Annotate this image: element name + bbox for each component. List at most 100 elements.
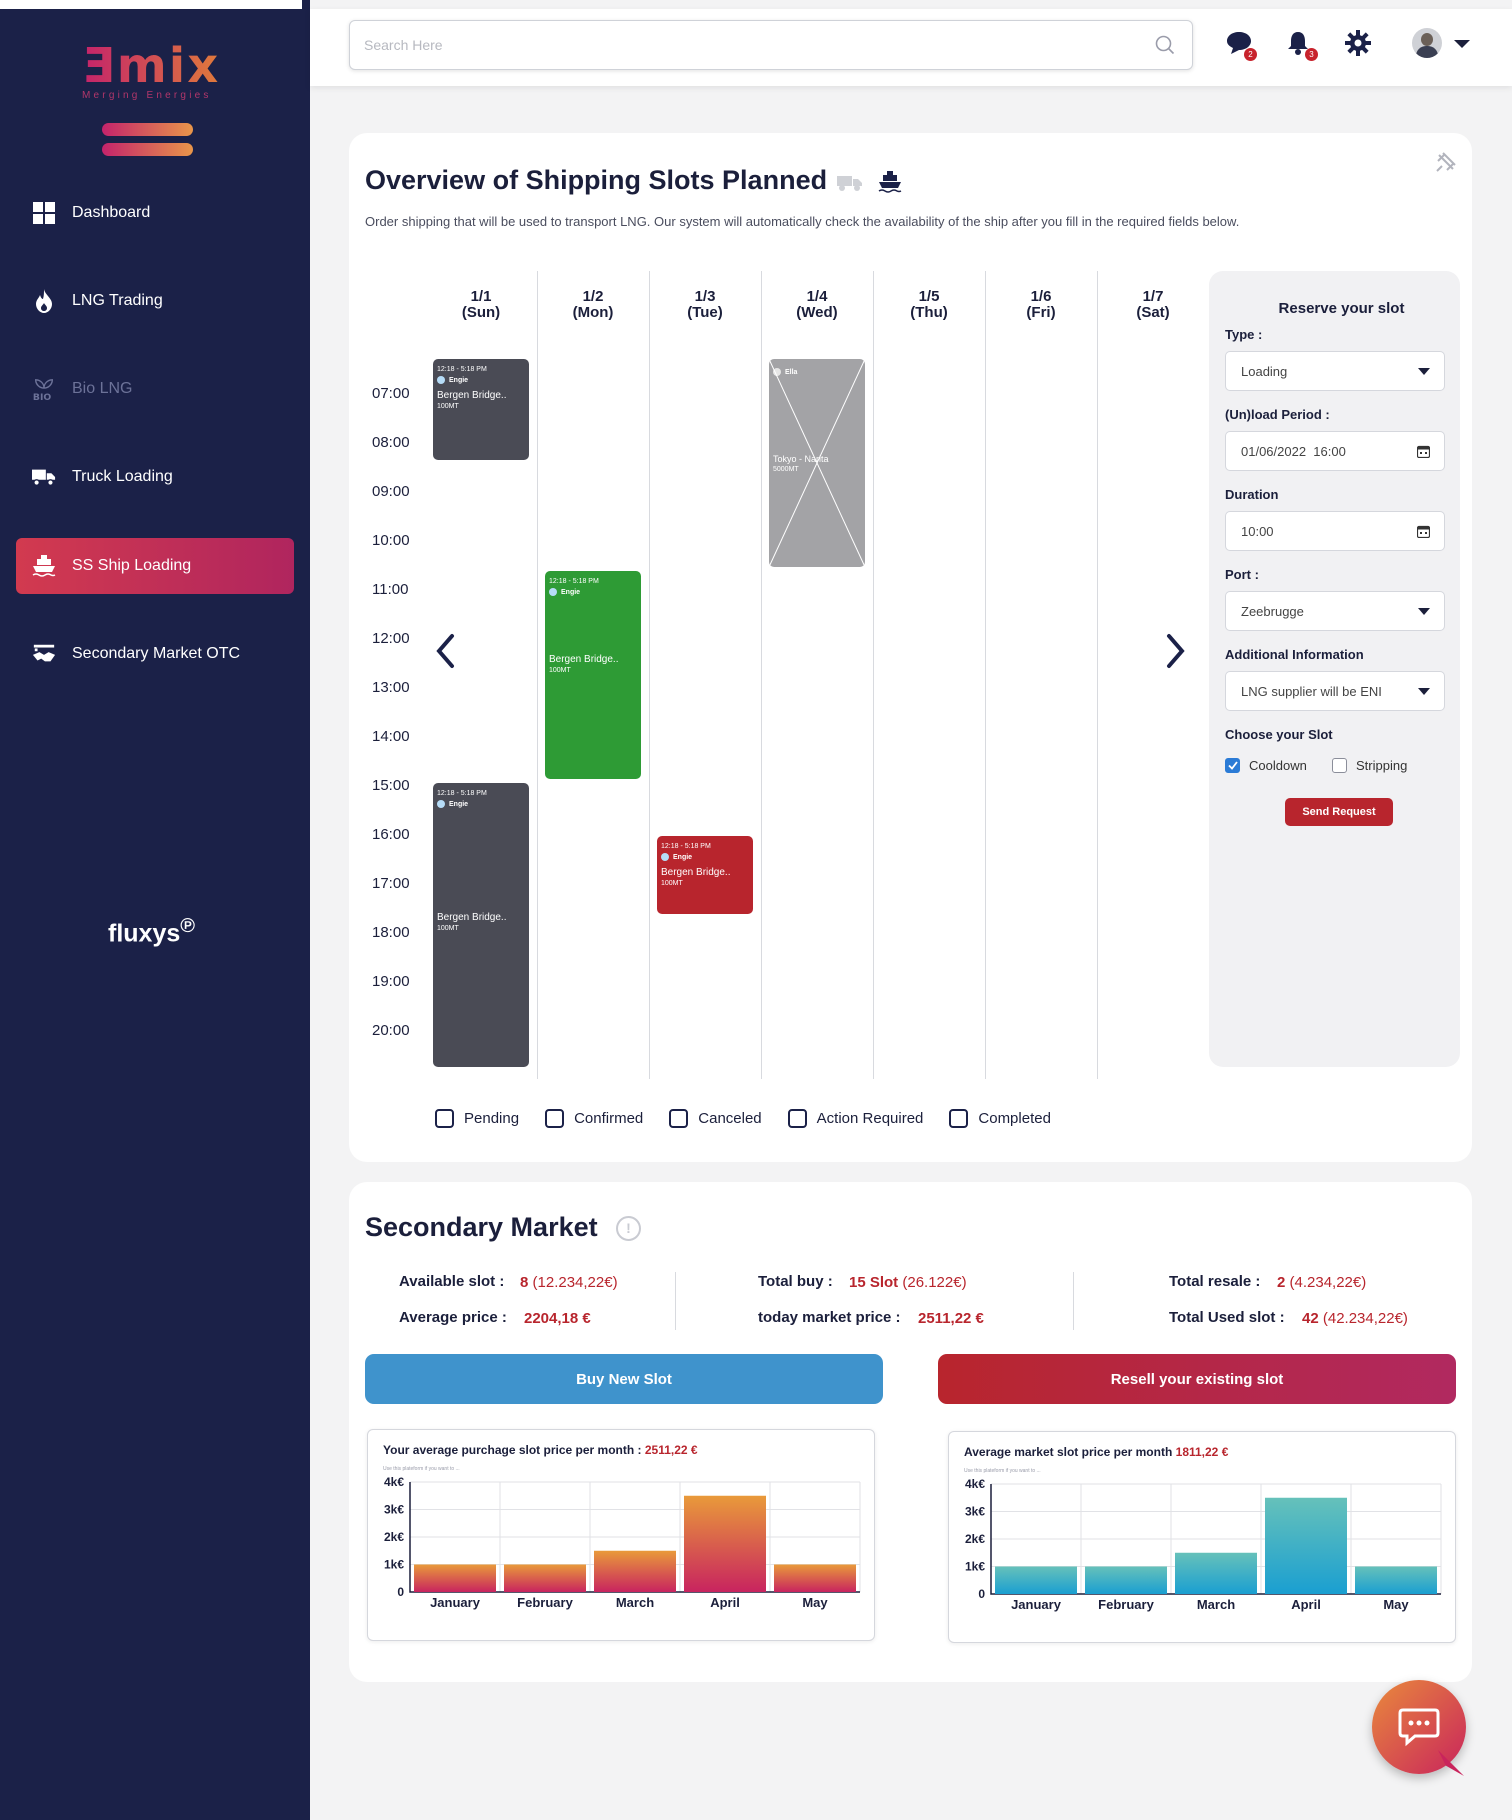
confirmed-checkbox[interactable] [545, 1109, 565, 1128]
sidebar-item-bio-lng[interactable]: BIO Bio LNG [16, 361, 294, 417]
duration-input[interactable]: 10:00 [1225, 511, 1445, 551]
bar[interactable] [1175, 1552, 1257, 1594]
sidebar-item-truck-loading[interactable]: Truck Loading [16, 449, 294, 505]
sidebar-item-ss-ship-loading[interactable]: SS Ship Loading [16, 538, 294, 594]
pin-icon[interactable] [1435, 151, 1457, 178]
bar[interactable] [774, 1564, 856, 1593]
messages-button[interactable]: 2 [1225, 30, 1257, 61]
today-market-price-label: today market price : [758, 1309, 901, 1326]
action-required-checkbox[interactable] [787, 1109, 807, 1128]
slot-event[interactable]: 12:18 - 5:18 PM Engie Bergen Bridge.. 10… [657, 836, 753, 914]
ship-icon[interactable] [878, 171, 902, 198]
day-header-3[interactable]: 1/3 (Tue) [687, 288, 723, 321]
search-input[interactable] [350, 21, 1130, 69]
canceled-checkbox[interactable] [669, 1109, 689, 1128]
user-menu[interactable] [1412, 28, 1472, 60]
chevron-right-icon [1167, 634, 1185, 668]
legend-label: Canceled [698, 1110, 762, 1127]
overview-description: Order shipping that will be used to tran… [365, 214, 1240, 229]
y-tick-label: 1k€ [384, 1558, 404, 1572]
day-header-4[interactable]: 1/4 (Wed) [796, 288, 838, 321]
settings-button[interactable] [1345, 30, 1373, 58]
completed-checkbox[interactable] [949, 1109, 969, 1128]
bar[interactable] [1085, 1566, 1167, 1595]
cooldown-label: Cooldown [1249, 758, 1307, 773]
period-input[interactable]: 01/06/2022 16:00 [1225, 431, 1445, 471]
type-select[interactable]: Loading [1225, 351, 1445, 391]
time-label: 15:00 [372, 777, 410, 794]
bar[interactable] [414, 1564, 496, 1593]
day-divider [537, 271, 538, 1079]
next-week-button[interactable] [1165, 633, 1187, 676]
info-select[interactable]: LNG supplier will be ENI [1225, 671, 1445, 711]
time-label: 09:00 [372, 483, 410, 500]
search-icon[interactable] [1155, 35, 1175, 55]
slot-event[interactable]: 12:18 - 5:18 PM Engie Bergen Bridge.. 10… [433, 783, 529, 1067]
available-slot-value: 8 (12.234,22€) [520, 1274, 618, 1291]
x-tick-label: January [430, 1595, 481, 1610]
legend-canceled[interactable]: Canceled [669, 1109, 762, 1128]
legend-pending[interactable]: Pending [435, 1109, 519, 1128]
bar[interactable] [1355, 1566, 1437, 1595]
truck-icon[interactable] [837, 174, 863, 197]
bar[interactable] [1265, 1497, 1347, 1594]
duration-label: Duration [1225, 487, 1279, 502]
stripping-checkbox[interactable] [1332, 758, 1347, 773]
send-request-button[interactable]: Send Request [1285, 798, 1393, 826]
x-tick-label: April [1291, 1597, 1321, 1612]
sidebar-item-label: SS Ship Loading [72, 557, 192, 574]
day-header-5[interactable]: 1/5 (Thu) [910, 288, 948, 321]
sidebar-item-label: Bio LNG [72, 380, 133, 397]
fluxys-logo: fluxys℗ [108, 915, 196, 948]
prev-week-button[interactable] [434, 633, 456, 676]
calendar-icon [1417, 525, 1430, 538]
day-divider [985, 271, 986, 1079]
bar[interactable] [684, 1495, 766, 1592]
y-tick-label: 0 [397, 1585, 404, 1599]
y-tick-label: 3k€ [965, 1505, 985, 1519]
pending-checkbox[interactable] [435, 1109, 454, 1128]
slot-event[interactable]: 12:18 - 5:18 PM Engie Bergen Bridge.. 10… [433, 359, 529, 460]
slot-event[interactable]: 12:18 - 5:18 PM Engie Bergen Bridge.. 10… [545, 571, 641, 779]
market-title: Secondary Market [365, 1212, 598, 1242]
time-label: 07:00 [372, 385, 410, 402]
legend-confirmed[interactable]: Confirmed [545, 1109, 643, 1128]
resell-slot-button[interactable]: Resell your existing slot [938, 1354, 1456, 1404]
menu-toggle-icon[interactable] [102, 123, 193, 163]
cooldown-checkbox[interactable] [1225, 758, 1240, 773]
buy-new-slot-button[interactable]: Buy New Slot [365, 1354, 883, 1404]
market-price-chart: Average market slot price per month 1811… [948, 1431, 1456, 1643]
sidebar-item-secondary-market[interactable]: Secondary Market OTC [16, 626, 294, 682]
port-select[interactable]: Zeebrugge [1225, 591, 1445, 631]
day-header-6[interactable]: 1/6 (Fri) [1026, 288, 1056, 321]
day-header-1[interactable]: 1/1 (Sun) [461, 288, 501, 321]
day-header-2[interactable]: 1/2 (Mon) [572, 288, 614, 321]
emix-logo[interactable]: Ǝmix Merging Energies [82, 42, 222, 102]
search-bar[interactable] [349, 20, 1193, 70]
stats-divider [675, 1272, 676, 1330]
y-tick-label: 0 [978, 1587, 985, 1601]
type-label: Type : [1225, 327, 1263, 342]
legend-completed[interactable]: Completed [949, 1109, 1051, 1128]
sidebar-item-lng-trading[interactable]: LNG Trading [16, 273, 294, 329]
chat-support-button[interactable] [1372, 1680, 1466, 1774]
bar-chart: 0 1k€ 2k€ 3k€ 4k€ January February March April Ma… [384, 1475, 861, 1610]
bar[interactable] [594, 1550, 676, 1592]
cooldown-option[interactable]: Cooldown [1225, 758, 1307, 773]
port-label: Port : [1225, 567, 1259, 582]
info-icon[interactable]: ! [616, 1216, 641, 1241]
sidebar-item-label: Truck Loading [72, 468, 173, 485]
time-label: 16:00 [372, 826, 410, 843]
day-header-7[interactable]: 1/7 (Sat) [1136, 288, 1170, 321]
bar[interactable] [504, 1564, 586, 1593]
sidebar-item-dashboard[interactable]: Dashboard [16, 185, 294, 241]
notifications-button[interactable]: 3 [1286, 30, 1318, 61]
flame-icon [32, 289, 56, 313]
bell-icon [1288, 32, 1308, 55]
stripping-option[interactable]: Stripping [1332, 758, 1407, 773]
bar[interactable] [995, 1566, 1077, 1595]
legend-action-required[interactable]: Action Required [787, 1109, 923, 1128]
time-label: 17:00 [372, 875, 410, 892]
slot-event-canceled[interactable]: Ella Tokyo - Narita 5000MT [769, 359, 865, 567]
